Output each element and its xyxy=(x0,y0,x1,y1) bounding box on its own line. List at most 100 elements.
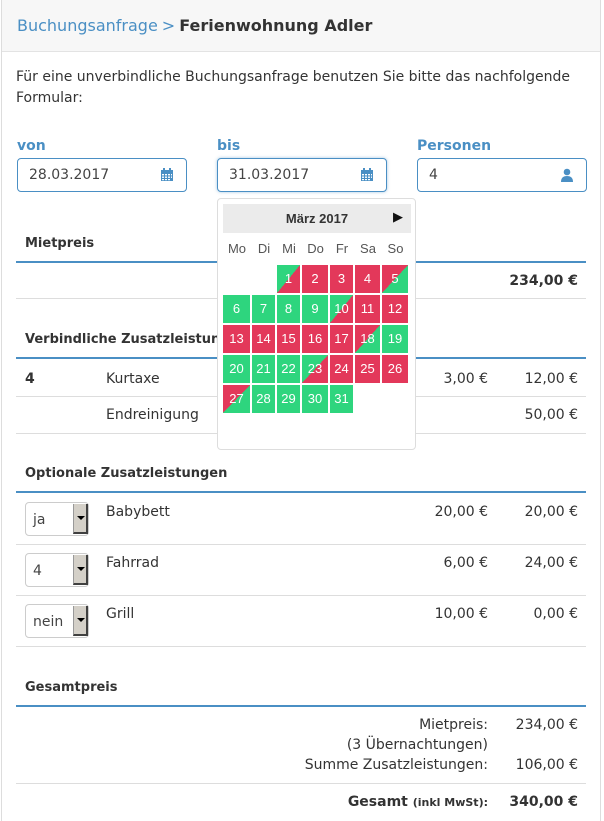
calendar-day-24[interactable]: 24 xyxy=(330,355,353,383)
babybett-unit: 20,00 € xyxy=(434,504,488,520)
calendar-day-30[interactable]: 30 xyxy=(302,385,328,413)
calendar-day-22[interactable]: 22 xyxy=(277,355,300,383)
chevron-down-icon[interactable] xyxy=(73,555,88,585)
to-label: bis xyxy=(217,138,241,154)
optional-section-title: Optionale Zusatzleistungen xyxy=(25,466,228,481)
calendar-day-21[interactable]: 21 xyxy=(252,355,275,383)
summary-rule xyxy=(16,705,586,707)
summary-section-title: Gesamtpreis xyxy=(25,680,118,695)
calendar-day-13[interactable]: 13 xyxy=(223,325,250,353)
persons-label: Personen xyxy=(417,138,492,154)
calendar-day-6[interactable]: 6 xyxy=(223,295,250,323)
fahrrad-total: 24,00 € xyxy=(524,555,578,571)
weekday-label: Mi xyxy=(282,241,296,256)
persons-input[interactable]: 4 xyxy=(417,158,587,192)
calendar-day-20[interactable]: 20 xyxy=(223,355,250,383)
weekday-label: Do xyxy=(307,241,324,256)
calendar-day-14[interactable]: 14 xyxy=(252,325,275,353)
weekday-label: Mo xyxy=(227,241,247,256)
fahrrad-select[interactable]: 4 xyxy=(25,553,89,587)
grill-total: 0,00 € xyxy=(533,606,578,622)
weekday-label: Di xyxy=(257,241,271,256)
to-date-value: 31.03.2017 xyxy=(229,167,310,183)
breadcrumb-separator: > xyxy=(161,16,176,35)
from-date-value: 28.03.2017 xyxy=(29,167,110,183)
calendar-day-9[interactable]: 9 xyxy=(302,295,328,323)
grill-name: Grill xyxy=(106,606,135,622)
fahrrad-name: Fahrrad xyxy=(106,555,159,571)
endreinigung-name: Endreinigung xyxy=(106,407,199,423)
rent-amount: 234,00 € xyxy=(509,273,578,289)
divider xyxy=(16,783,586,784)
calendar-day-3[interactable]: 3 xyxy=(330,265,353,293)
calendar-day-12[interactable]: 12 xyxy=(382,295,408,323)
datepicker-month-title: März 2017 xyxy=(285,211,349,226)
calendar-day-23[interactable]: 23 xyxy=(302,355,328,383)
optional-rule xyxy=(16,491,586,493)
weekday-label: Sa xyxy=(360,241,376,256)
breadcrumb: Buchungsanfrage > Ferienwohnung Adler xyxy=(2,0,600,52)
mandatory-section-title: Verbindliche Zusatzleistungen xyxy=(25,332,248,347)
calendar-day-8[interactable]: 8 xyxy=(277,295,300,323)
grill-select[interactable]: nein xyxy=(25,604,89,638)
intro-text: Für eine unverbindliche Buchungsanfrage … xyxy=(16,69,570,106)
divider xyxy=(16,595,586,596)
datepicker-popup: März 2017 ▶ Mo Di Mi Do Fr Sa So 1 2 3 4 5 6 7 8 9 10 11 1… xyxy=(217,198,416,450)
grill-select-value: nein xyxy=(33,614,64,630)
calendar-icon[interactable] xyxy=(160,168,174,182)
summary-rent-value: 234,00 € xyxy=(515,717,578,733)
babybett-total: 20,00 € xyxy=(524,504,578,520)
babybett-select[interactable]: ja xyxy=(25,502,89,536)
chevron-down-icon[interactable] xyxy=(73,606,88,636)
datepicker-header: März 2017 ▶ xyxy=(223,204,411,233)
from-date-input[interactable]: 28.03.2017 xyxy=(17,158,187,192)
calendar-day-18[interactable]: 18 xyxy=(355,325,380,353)
calendar-day-28[interactable]: 28 xyxy=(252,385,275,413)
kurtaxe-name: Kurtaxe xyxy=(106,371,160,387)
calendar-icon[interactable] xyxy=(360,168,374,182)
calendar-day-29[interactable]: 29 xyxy=(277,385,300,413)
calendar-day-16[interactable]: 16 xyxy=(302,325,328,353)
divider xyxy=(16,544,586,545)
summary-nights: (3 Übernachtungen) xyxy=(346,737,488,753)
kurtaxe-unit: 3,00 € xyxy=(443,371,488,387)
summary-rent-label: Mietpreis: xyxy=(419,717,488,733)
from-label: von xyxy=(17,138,46,154)
calendar-day-17[interactable]: 17 xyxy=(330,325,353,353)
summary-total-value: 340,00 € xyxy=(509,794,578,810)
babybett-name: Babybett xyxy=(106,504,170,520)
calendar-day-5[interactable]: 5 xyxy=(382,265,408,293)
calendar-day-10[interactable]: 10 xyxy=(330,295,353,323)
weekday-label: So xyxy=(387,241,404,256)
kurtaxe-qty: 4 xyxy=(25,371,35,387)
next-month-icon[interactable]: ▶ xyxy=(393,209,403,224)
summary-extras-value: 106,00 € xyxy=(515,757,578,773)
fahrrad-unit: 6,00 € xyxy=(443,555,488,571)
calendar-day-4[interactable]: 4 xyxy=(355,265,380,293)
calendar-day-11[interactable]: 11 xyxy=(355,295,380,323)
grill-unit: 10,00 € xyxy=(434,606,488,622)
weekday-label: Fr xyxy=(335,241,349,256)
breadcrumb-link[interactable]: Buchungsanfrage xyxy=(17,16,158,35)
total-note: (inkl MwSt): xyxy=(412,796,488,809)
babybett-select-value: ja xyxy=(33,512,46,528)
calendar-day-31[interactable]: 31 xyxy=(330,385,353,413)
calendar-day-1[interactable]: 1 xyxy=(277,265,300,293)
fahrrad-select-value: 4 xyxy=(33,563,42,579)
calendar-day-7[interactable]: 7 xyxy=(252,295,275,323)
total-label: Gesamt xyxy=(347,794,408,810)
calendar-day-15[interactable]: 15 xyxy=(277,325,300,353)
chevron-down-icon[interactable] xyxy=(73,504,88,534)
rent-section-title: Mietpreis xyxy=(25,236,95,251)
page-title: Ferienwohnung Adler xyxy=(179,16,373,35)
calendar-day-19[interactable]: 19 xyxy=(382,325,408,353)
user-icon xyxy=(561,168,573,182)
calendar-day-2[interactable]: 2 xyxy=(302,265,328,293)
kurtaxe-total: 12,00 € xyxy=(524,371,578,387)
calendar-day-26[interactable]: 26 xyxy=(382,355,408,383)
calendar-day-25[interactable]: 25 xyxy=(355,355,380,383)
calendar-day-27[interactable]: 27 xyxy=(223,385,250,413)
divider xyxy=(16,646,586,647)
to-date-input[interactable]: 31.03.2017 xyxy=(217,158,387,192)
